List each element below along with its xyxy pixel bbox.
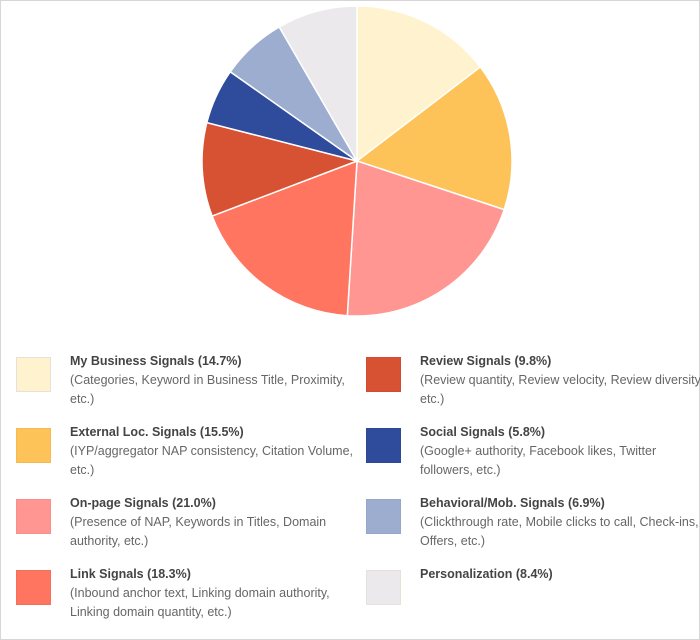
legend-title: External Loc. Signals (15.5%) [70,425,244,439]
legend-desc: (Inbound anchor text, Linking domain aut… [70,586,330,619]
legend-title: My Business Signals (14.7%) [70,354,242,368]
legend-title: Personalization (8.4%) [420,567,553,581]
pie-chart-svg [201,5,513,317]
legend-desc: (Categories, Keyword in Business Title, … [70,373,345,406]
legend-swatch [16,499,51,534]
legend-swatch [366,428,401,463]
legend-desc: (Google+ authority, Facebook likes, Twit… [420,444,657,477]
legend-desc: (Clickthrough rate, Mobile clicks to cal… [420,515,699,548]
pie-slice-my-business-signals [356,5,482,163]
legend-desc: (Presence of NAP, Keywords in Titles, Do… [70,515,327,548]
pie-chart [1,1,700,331]
legend-desc: (IYP/aggregator NAP consistency, Citatio… [70,444,354,477]
legend-title: Review Signals (9.8%) [420,354,552,368]
legend-swatch [16,570,51,605]
pie-slice-review-signals [201,121,360,217]
pie-slice-on-page-signals [346,159,506,317]
pie-slice-link-signals [211,159,358,317]
legend-swatch [366,499,401,534]
legend-title: Link Signals (18.3%) [70,567,191,581]
legend-swatch [16,357,51,392]
legend-title: Behavioral/Mob. Signals (6.9%) [420,496,605,510]
pie-slice-personalization [278,5,358,164]
legend-swatch [366,570,401,605]
legend-title: On-page Signals (21.0%) [70,496,216,510]
legend-swatch [16,428,51,463]
pie-slice-external-loc-signals [355,66,513,211]
legend-desc: (Review quantity, Review velocity, Revie… [420,373,700,406]
legend-swatch [366,357,401,392]
legend-title: Social Signals (5.8%) [420,425,546,439]
